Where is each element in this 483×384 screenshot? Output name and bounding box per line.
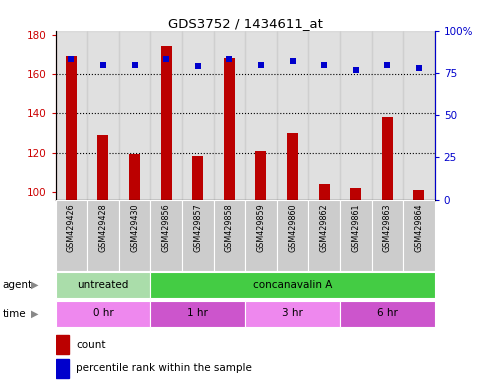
Bar — [87, 200, 119, 271]
Bar — [245, 301, 340, 327]
Point — [384, 61, 391, 68]
Text: count: count — [76, 340, 106, 350]
Bar — [129, 154, 140, 200]
Text: percentile rank within the sample: percentile rank within the sample — [76, 363, 252, 373]
Bar — [340, 301, 435, 327]
Text: 3 hr: 3 hr — [282, 308, 303, 318]
Bar — [98, 135, 109, 200]
Text: concanavalin A: concanavalin A — [253, 280, 332, 290]
Text: GSM429857: GSM429857 — [193, 203, 202, 252]
Text: agent: agent — [2, 280, 32, 290]
Bar — [56, 301, 150, 327]
Text: GSM429860: GSM429860 — [288, 203, 297, 252]
Point — [352, 66, 359, 73]
Bar — [150, 31, 182, 200]
Bar — [277, 31, 308, 200]
Point — [257, 61, 265, 68]
Bar — [371, 200, 403, 271]
Point — [68, 56, 75, 63]
Text: GSM429426: GSM429426 — [67, 203, 76, 252]
Bar — [245, 31, 277, 200]
Text: time: time — [2, 309, 26, 319]
Text: 6 hr: 6 hr — [377, 308, 398, 318]
Bar — [119, 200, 150, 271]
Bar — [371, 31, 403, 200]
Bar — [150, 301, 245, 327]
Bar — [213, 31, 245, 200]
Bar — [340, 200, 371, 271]
Text: GSM429861: GSM429861 — [351, 203, 360, 252]
Point — [415, 65, 423, 71]
Text: GSM429856: GSM429856 — [162, 203, 170, 252]
Bar — [56, 272, 150, 298]
Text: GSM429858: GSM429858 — [225, 203, 234, 252]
Point — [162, 56, 170, 63]
Bar — [119, 31, 150, 200]
Bar — [308, 31, 340, 200]
Text: untreated: untreated — [77, 280, 128, 290]
Bar — [56, 31, 87, 200]
Text: GSM429863: GSM429863 — [383, 203, 392, 252]
Bar — [192, 156, 203, 200]
Bar — [308, 200, 340, 271]
Bar — [403, 200, 435, 271]
Bar — [182, 200, 213, 271]
Bar — [350, 188, 361, 200]
Text: GSM429862: GSM429862 — [320, 203, 328, 252]
Text: GSM429428: GSM429428 — [99, 203, 107, 252]
Point — [320, 61, 328, 68]
Bar — [150, 272, 435, 298]
Bar — [382, 117, 393, 200]
Text: GSM429864: GSM429864 — [414, 203, 424, 252]
Text: 0 hr: 0 hr — [93, 308, 114, 318]
Bar — [413, 190, 425, 200]
Bar — [224, 58, 235, 200]
Bar — [256, 151, 267, 200]
Bar — [287, 133, 298, 200]
Bar — [319, 184, 329, 200]
Point — [131, 61, 139, 68]
Bar — [182, 31, 213, 200]
Point — [289, 58, 297, 64]
Bar — [161, 46, 171, 200]
Bar — [87, 31, 119, 200]
Text: 1 hr: 1 hr — [187, 308, 208, 318]
Bar — [150, 200, 182, 271]
Bar — [56, 335, 69, 354]
Bar — [340, 31, 371, 200]
Bar — [277, 200, 308, 271]
Bar — [66, 56, 77, 200]
Bar — [56, 359, 69, 378]
Text: GSM429430: GSM429430 — [130, 203, 139, 252]
Title: GDS3752 / 1434611_at: GDS3752 / 1434611_at — [168, 17, 323, 30]
Point — [194, 63, 201, 69]
Bar — [56, 200, 87, 271]
Bar — [245, 200, 277, 271]
Text: GSM429859: GSM429859 — [256, 203, 266, 252]
Bar — [213, 200, 245, 271]
Point — [226, 56, 233, 63]
Text: ▶: ▶ — [31, 309, 39, 319]
Text: ▶: ▶ — [31, 280, 39, 290]
Point — [99, 61, 107, 68]
Bar — [403, 31, 435, 200]
